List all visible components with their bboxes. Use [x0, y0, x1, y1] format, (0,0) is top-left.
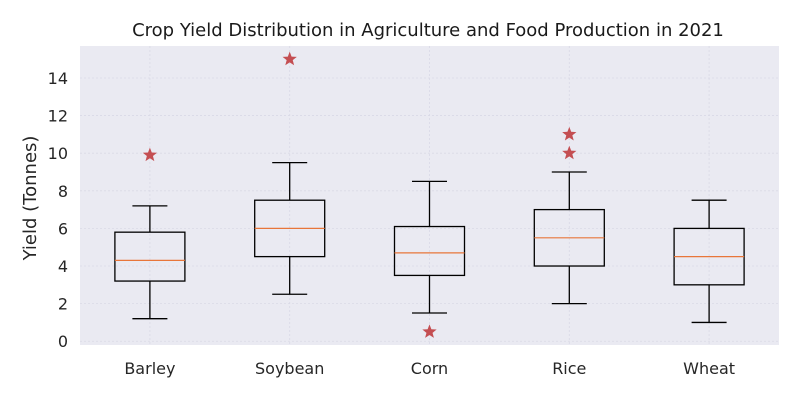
x-tick-labels: Barley Soybean Corn Rice Wheat — [124, 359, 735, 378]
outlier-marker — [562, 145, 577, 160]
box-rice — [533, 171, 605, 305]
y-tick-labels: 0 2 4 6 8 10 12 14 — [48, 69, 68, 351]
boxes — [114, 161, 745, 324]
y-tick-label: 10 — [48, 144, 68, 163]
x-tick-label: Barley — [124, 359, 175, 378]
box-soybean — [254, 161, 326, 295]
outlier-marker — [282, 51, 297, 66]
y-axis-label: Yield (Tonnes) — [20, 136, 41, 262]
y-tick-label: 12 — [48, 107, 68, 126]
outlier-marker — [562, 126, 577, 141]
x-tick-label: Rice — [552, 359, 586, 378]
box-iqr — [114, 231, 186, 282]
x-tick-label: Corn — [411, 359, 448, 378]
box-iqr — [393, 225, 466, 277]
box-barley — [114, 205, 186, 320]
y-tick-label: 0 — [58, 332, 68, 351]
y-tick-label: 14 — [48, 69, 68, 88]
outlier-marker — [422, 324, 437, 338]
box-wheat — [673, 199, 745, 324]
x-tick-label: Wheat — [683, 359, 735, 378]
y-tick-label: 8 — [58, 182, 68, 201]
outliers — [142, 51, 577, 338]
outlier-marker — [142, 147, 158, 162]
y-tick-label: 6 — [58, 219, 68, 238]
y-tick-label: 4 — [58, 257, 68, 276]
box-corn — [393, 180, 466, 314]
chart-title: Crop Yield Distribution in Agriculture a… — [132, 20, 724, 41]
x-tick-label: Soybean — [255, 359, 324, 378]
y-tick-label: 2 — [58, 295, 68, 314]
